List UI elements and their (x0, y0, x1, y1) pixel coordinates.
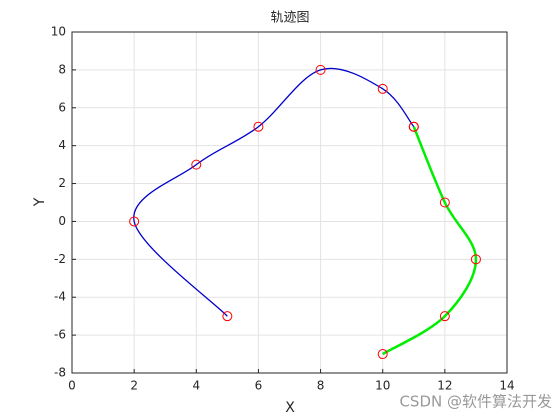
y-tick-label: -8 (54, 366, 66, 380)
y-tick-label: 0 (58, 214, 66, 228)
point-marker (470, 254, 481, 265)
y-tick-label: -6 (54, 328, 66, 342)
y-tick-label: 8 (58, 62, 66, 76)
point-marker (377, 349, 388, 360)
point-marker (439, 311, 450, 322)
point-marker (129, 216, 140, 227)
y-tick-label: 6 (58, 100, 66, 114)
x-tick-label: 6 (255, 379, 263, 393)
point-marker (377, 83, 388, 94)
x-tick-label: 10 (375, 379, 390, 393)
x-tick-label: 12 (437, 379, 452, 393)
y-tick-label: 4 (58, 138, 66, 152)
y-tick-label: -2 (54, 252, 66, 266)
point-marker (408, 121, 419, 132)
point-marker (439, 197, 450, 208)
x-tick-label: 8 (317, 379, 325, 393)
x-tick-label: 4 (192, 379, 200, 393)
point-marker (222, 311, 233, 322)
trajectory-line (382, 126, 478, 356)
y-axis-label: Y (32, 197, 48, 207)
y-tick-label: 10 (51, 25, 66, 39)
x-tick-label: 14 (499, 379, 514, 393)
point-marker (315, 64, 326, 75)
x-tick-label: 0 (68, 379, 76, 393)
x-axis-label: X (285, 400, 295, 416)
watermark: CSDN @软件算法开发 (399, 393, 552, 411)
point-marker (253, 121, 264, 132)
chart-title: 轨迹图 (270, 11, 309, 26)
plot-frame (71, 31, 508, 374)
y-tick-label: 2 (58, 176, 66, 190)
point-marker (191, 159, 202, 170)
trajectory-line (133, 67, 415, 317)
y-tick-label: -4 (54, 290, 66, 304)
x-tick-label: 2 (130, 379, 138, 393)
